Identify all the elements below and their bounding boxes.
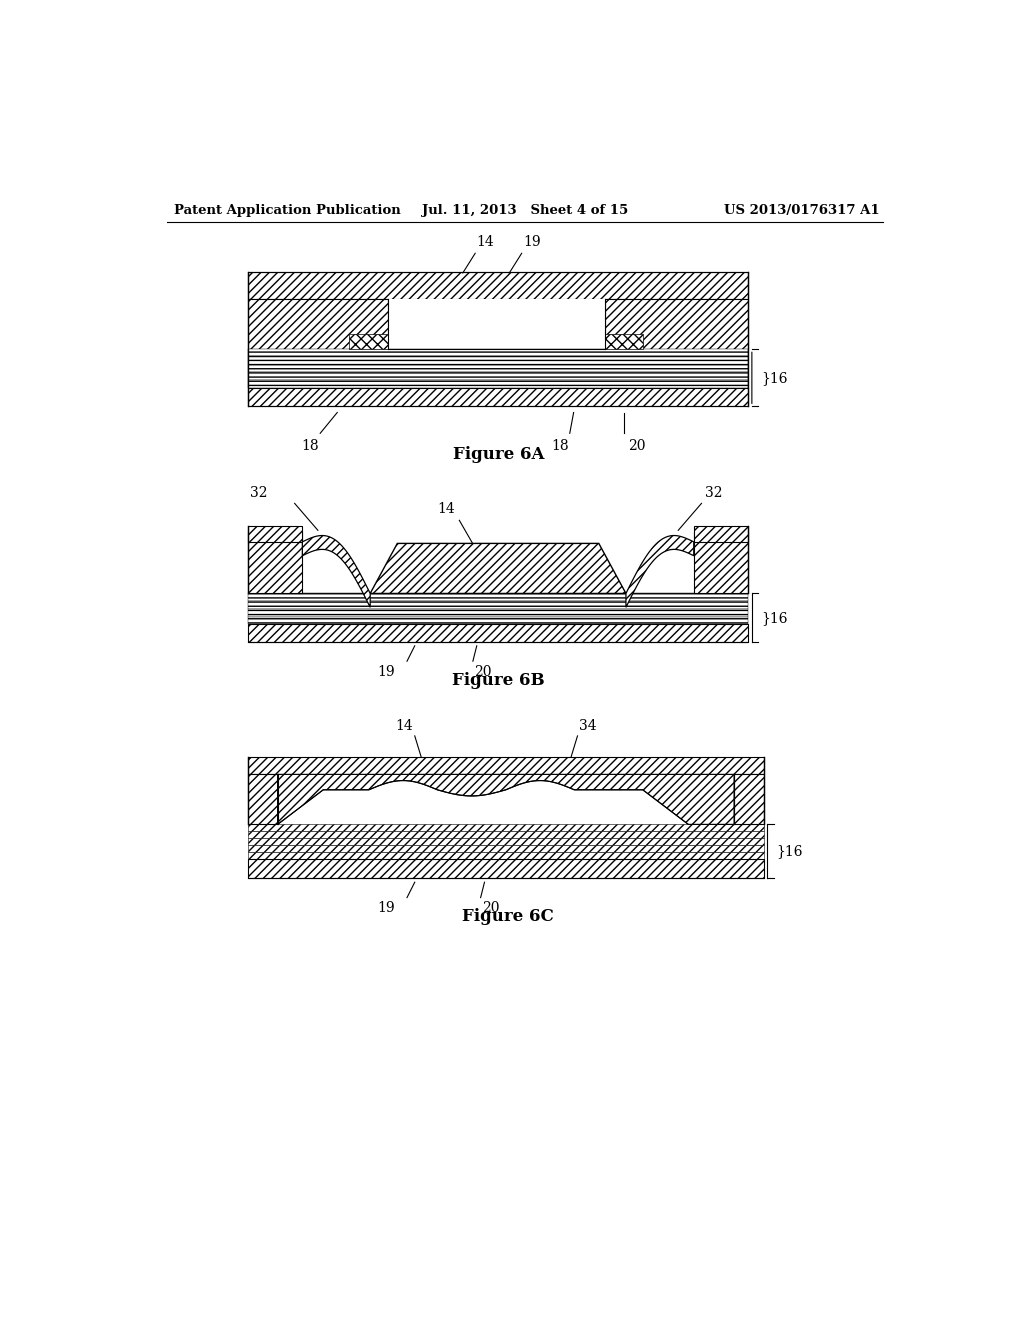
Bar (248, 527, 302, 541)
Bar (248, 298, 388, 350)
Bar (248, 853, 764, 859)
Text: }16: }16 (761, 371, 787, 385)
Polygon shape (302, 536, 371, 607)
Bar (248, 364, 748, 372)
Text: 32: 32 (250, 486, 267, 499)
Polygon shape (626, 536, 693, 607)
Bar (349, 334, 388, 350)
Text: Figure 6C: Figure 6C (462, 908, 554, 925)
Bar (248, 616, 748, 624)
Text: 32: 32 (706, 486, 723, 499)
Bar (604, 334, 643, 350)
Text: 20: 20 (482, 902, 500, 916)
Bar (248, 859, 764, 878)
Text: }16: }16 (776, 845, 803, 858)
Bar (248, 825, 764, 832)
Bar (248, 380, 748, 388)
Bar (248, 272, 748, 298)
Text: 19: 19 (378, 665, 395, 678)
Text: Jul. 11, 2013   Sheet 4 of 15: Jul. 11, 2013 Sheet 4 of 15 (422, 205, 628, 218)
Bar (248, 838, 764, 845)
Bar (248, 601, 748, 609)
Text: Figure 6A: Figure 6A (453, 446, 544, 463)
Bar (248, 758, 764, 775)
Text: 14: 14 (477, 235, 495, 249)
Text: 18: 18 (552, 438, 569, 453)
Text: Figure 6B: Figure 6B (453, 672, 545, 689)
Bar (248, 609, 748, 616)
Text: 18: 18 (301, 438, 318, 453)
Text: 14: 14 (437, 503, 456, 516)
Text: 20: 20 (474, 665, 492, 678)
Text: 14: 14 (395, 719, 414, 733)
Text: Patent Application Publication: Patent Application Publication (174, 205, 401, 218)
Bar (248, 832, 764, 838)
Bar (248, 775, 278, 825)
Text: 19: 19 (378, 902, 395, 916)
Bar (248, 532, 302, 594)
Bar (248, 372, 748, 380)
Bar (693, 532, 748, 594)
Bar (693, 527, 748, 541)
Bar (248, 350, 748, 358)
Text: 19: 19 (523, 235, 541, 249)
Text: }16: }16 (761, 611, 787, 624)
Bar (248, 358, 748, 364)
Bar (248, 594, 748, 601)
Text: 34: 34 (579, 719, 597, 733)
Text: US 2013/0176317 A1: US 2013/0176317 A1 (724, 205, 880, 218)
Polygon shape (278, 775, 734, 825)
Bar (248, 624, 748, 642)
Polygon shape (371, 544, 626, 594)
Bar (388, 298, 604, 350)
Text: 20: 20 (628, 438, 645, 453)
Bar (248, 845, 764, 853)
Bar (248, 388, 748, 407)
Bar (604, 298, 748, 350)
Bar (734, 775, 764, 825)
